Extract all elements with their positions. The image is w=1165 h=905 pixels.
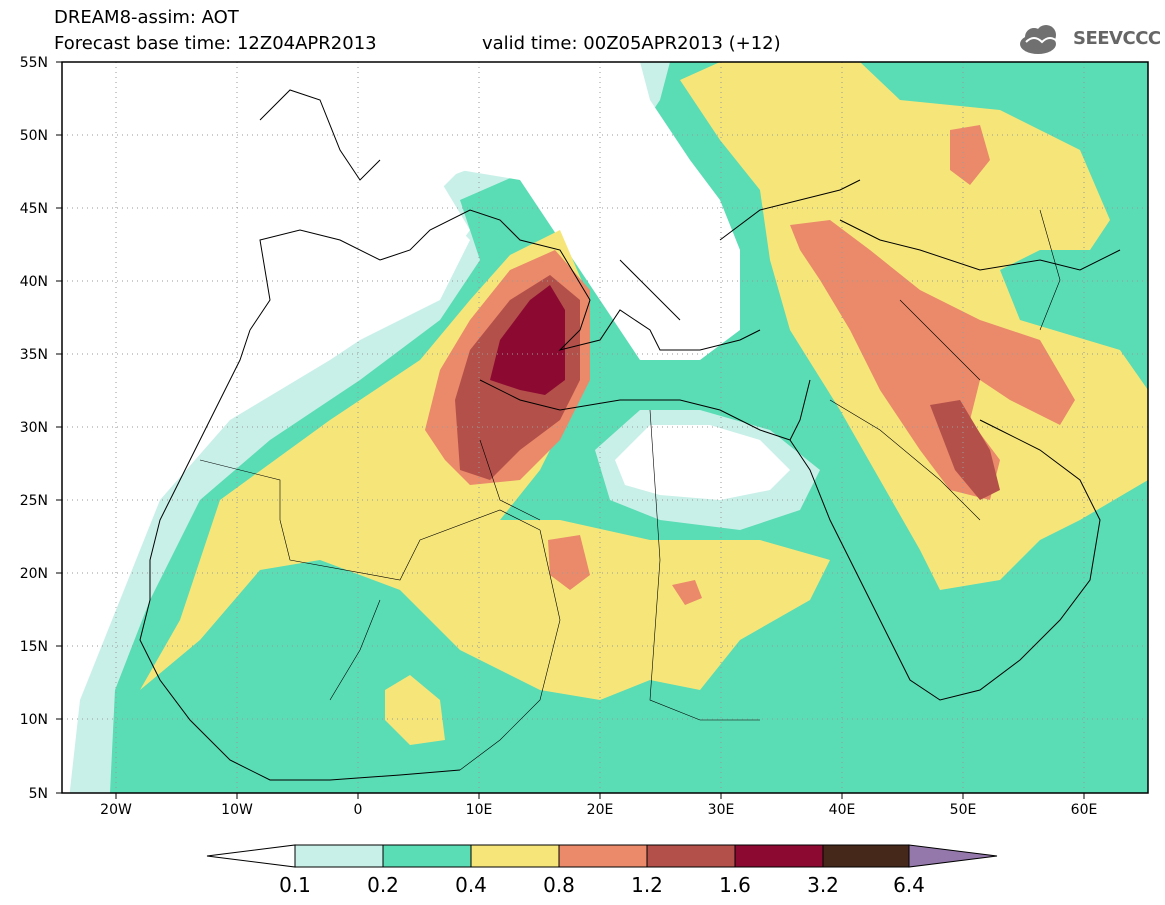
lon-label: 0 [354,802,363,818]
lon-label: 30E [708,802,735,818]
coastlines [139,89,1121,781]
colorbar-box [558,844,648,868]
lat-label: 15N [20,639,48,655]
colorbar-label: 0.1 [279,873,311,897]
lat-label: 30N [20,420,48,436]
lon-label: 10W [221,802,253,818]
lat-label: 5N [29,786,48,802]
colorbar-box [734,844,824,868]
lon-label: 10E [466,802,493,818]
colorbar-label: 6.4 [893,873,925,897]
logo-text: SEEVCCC [1073,28,1161,49]
colorbar-label: 1.6 [719,873,751,897]
lat-label: 50N [20,128,48,144]
map-title: DREAM8-assim: AOT [54,7,239,28]
colorbar-box [646,844,736,868]
valid-time: valid time: 00Z05APR2013 (+12) [482,33,781,54]
colorbar-label: 0.4 [455,873,487,897]
lon-tick-labels: 20W 10W 0 10E 20E 30E 40E 50E 60E [100,802,1097,818]
lon-label: 60E [1071,802,1098,818]
lon-label: 40E [829,802,856,818]
lon-label: 20W [100,802,132,818]
lat-label: 25N [20,493,48,509]
lat-label: 40N [20,274,48,290]
grid-lines [62,62,1148,793]
aot-field [62,62,1148,793]
colorbar-label: 1.2 [631,873,663,897]
forecast-base-time: Forecast base time: 12Z04APR2013 [54,33,377,54]
lat-label: 35N [20,347,48,363]
colorbar-labels: 0.1 0.2 0.4 0.8 1.2 1.6 3.2 6.4 [279,873,925,897]
colorbar-high-arrow [908,844,998,868]
lon-label: 50E [950,802,977,818]
lon-label: 20E [587,802,614,818]
lat-label: 55N [20,55,48,71]
colorbar-label: 0.2 [367,873,399,897]
colorbar-box [822,844,910,868]
country-borders [199,209,1061,771]
colorbar [206,844,998,868]
lat-label: 20N [20,566,48,582]
colorbar-label: 3.2 [807,873,839,897]
colorbar-box [382,844,472,868]
tick-marks [56,61,1085,799]
colorbar-low-arrow [206,844,296,868]
lat-tick-labels: 55N 50N 45N 40N 35N 30N 25N 20N 15N 10N … [20,55,48,802]
colorbar-box [470,844,560,868]
colorbar-box [294,844,384,868]
lat-label: 45N [20,201,48,217]
lat-label: 10N [20,712,48,728]
cloud-logo-icon [1020,25,1059,54]
colorbar-label: 0.8 [543,873,575,897]
